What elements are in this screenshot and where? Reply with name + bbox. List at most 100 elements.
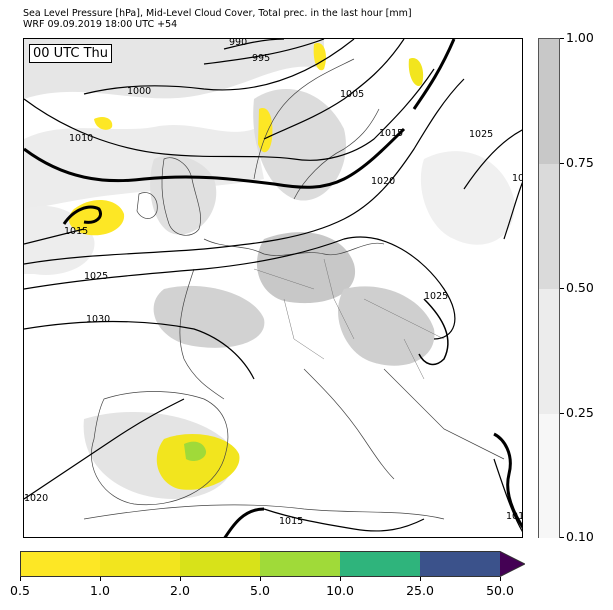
isobar-1020 [24,78,465,265]
isobar-label: 1005 [340,89,364,100]
colorbar-segment [539,164,559,289]
colorbar-segment [539,39,559,164]
colorbar-tick-label: 0.5 [10,583,30,598]
coastline-iberia [91,391,229,506]
map-title: Sea Level Pressure [hPa], Mid-Level Clou… [23,8,412,19]
coastline-ireland [136,192,158,219]
precip-colorbar [20,551,525,577]
isobar-1015-thick-north [24,127,406,189]
colorbar-tick [340,577,341,581]
isobar-label: 101 [506,511,523,522]
isobar-1020-south [24,398,185,500]
cloud-patch-central-europe [256,232,356,304]
precip-patch-norway [258,108,273,153]
cloud-patch-alps [338,286,435,366]
coastline-africa [83,504,445,520]
colorbar-tick-label: 0.50 [566,280,594,295]
colorbar-tick-label: 50.0 [486,583,514,598]
colorbar-tick-label: 0.10 [566,529,594,544]
colorbar-tick [560,163,564,164]
colorbar-segment [420,551,500,577]
precip-patch-northeast [408,58,424,87]
cloud-patch-east [420,151,515,245]
colorbar-segment [100,551,180,577]
isobar-1015-thick-ne [412,39,456,110]
colorbar-segment [340,551,420,577]
isobar-label: 1010 [69,133,93,144]
isobar-990 [223,39,285,50]
coastline-british-isles [161,157,201,236]
isobar-1005 [263,39,405,140]
colorbar-tick-label: 10.0 [326,583,354,598]
isobar-label: 1025 [469,129,493,140]
colorbar-tick-label: 5.0 [250,583,270,598]
model-run-subtitle: WRF 09.09.2019 18:00 UTC +54 [23,19,178,30]
isobar-1010 [24,68,435,161]
isobar-label: 1020 [24,493,48,504]
colorbar-segment [260,551,340,577]
isobar-label: 1015 [279,516,303,527]
isobar-label: 1025 [84,271,108,282]
isobar-label: 1025 [424,291,448,302]
isobar-label: 1000 [127,86,151,97]
isobars [24,39,522,537]
isobar-1025-east [463,129,522,190]
isobar-1030 [24,320,255,380]
cloud-patch-uk [150,155,217,235]
colorbar-tick [20,577,21,581]
colorbar-tick [560,413,564,414]
cloud-cover-layer [24,39,515,499]
isobar-1030-east [503,182,522,240]
colorbar-tick-label: 0.25 [566,405,594,420]
precip-patch-iberia-core [184,441,207,462]
colorbar-tick-label: 1.0 [90,583,110,598]
coastlines [83,58,505,520]
isobar-label: 1030 [86,314,110,325]
colorbar-segment [539,289,559,414]
forecast-time-label: 00 UTC Thu [29,44,112,63]
isobar-1015 [24,228,85,245]
isobar-1025-italy [418,298,449,366]
cloud-patch-france [153,285,265,348]
colorbar-segment [539,414,559,538]
isobar-1015-thick-se [493,432,522,529]
colorbar-tick [560,537,564,538]
isobar-1025 [24,236,456,340]
isobar-1015-thick-low [62,205,102,225]
isobar-label: 995 [252,53,270,64]
colorbar-tick-label: 0.75 [566,155,594,170]
isobar-1015-thick-africa [223,507,265,537]
isobar-995 [203,39,325,65]
cloud-band-atlantic [24,125,264,209]
cloud-cover-colorbar [538,38,560,538]
weather-map: 990 995 1000 1005 1010 1015 1015 1020 10… [23,38,523,538]
colorbar-tick [500,577,501,581]
isobar-label: 990 [229,39,247,48]
isobar-label: 1015 [379,128,403,139]
colorbar-tick-label: 25.0 [406,583,434,598]
isobar-label: 1015 [64,226,88,237]
isobar-label: 1020 [371,176,395,187]
colorbar-tick [180,577,181,581]
colorbar-tick [560,288,564,289]
colorbar-tick [100,577,101,581]
colorbar-outline [20,551,525,577]
map-canvas: 990 995 1000 1005 1010 1015 1015 1020 10… [24,39,523,537]
colorbar-tick [260,577,261,581]
coastline-italy [303,368,395,480]
colorbar-tick [420,577,421,581]
colorbar-tick-label: 2.0 [170,583,190,598]
colorbar-tick [560,38,564,39]
colorbar-segment [180,551,260,577]
precip-patch-iberia [156,434,240,490]
precip-patch-north [313,43,326,71]
colorbar-tick-label: 1.00 [566,30,594,45]
colorbar-extend-arrow [500,551,525,577]
isobar-1000 [83,39,355,95]
coastline-scandinavia [253,58,380,200]
isobar-labels: 990 995 1000 1005 1010 1015 1015 1020 10… [24,39,523,527]
colorbar-segment [20,551,100,577]
coastline-balkans [383,368,505,460]
isobar-1015-south [263,508,425,532]
precip-patch-atlantic-small [94,116,113,130]
